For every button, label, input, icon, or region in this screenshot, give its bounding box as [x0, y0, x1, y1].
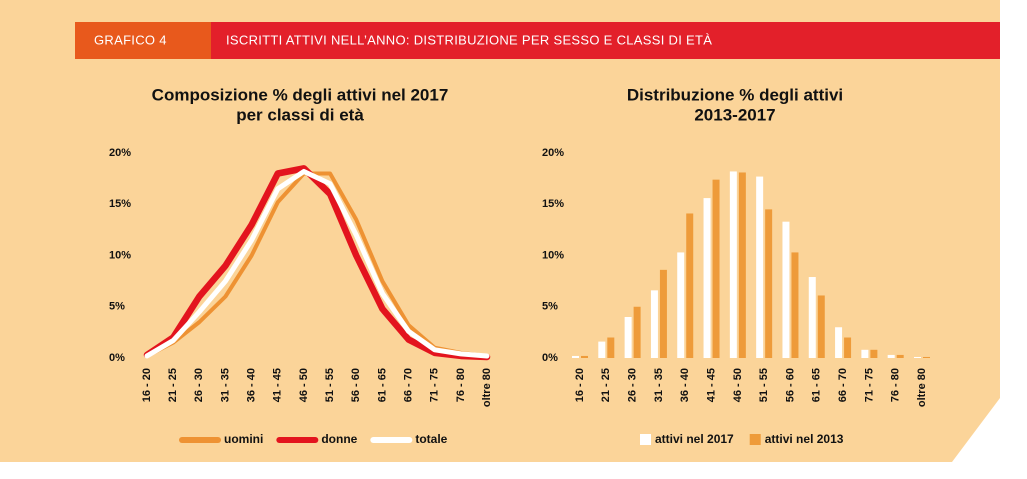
bar	[712, 179, 720, 358]
bar	[914, 356, 921, 358]
header-label-box	[75, 22, 211, 59]
x-tick-label: 71 - 75	[429, 368, 441, 402]
x-tick-label: oltre 80	[916, 368, 928, 407]
bar	[686, 213, 694, 358]
bar	[870, 349, 878, 358]
x-tick-label: 46 - 50	[732, 368, 744, 402]
series-line	[144, 168, 490, 359]
bar	[817, 295, 825, 358]
x-tick-label: 36 - 40	[679, 368, 691, 402]
legend-swatch	[749, 434, 761, 445]
bar	[765, 209, 773, 358]
chart-title: Composizione % degli attivi nel 2017	[152, 85, 449, 104]
bar	[572, 355, 579, 358]
chart-title: Distribuzione % degli attivi	[627, 85, 843, 104]
x-tick-label: 31 - 35	[219, 368, 231, 402]
y-tick-label: 15%	[542, 198, 564, 210]
chart-title: 2013-2017	[694, 105, 775, 124]
x-tick-label: 76 - 80	[455, 368, 467, 402]
x-tick-label: 51 - 55	[758, 368, 770, 402]
bar	[703, 198, 711, 358]
bar	[633, 306, 641, 358]
bar	[782, 221, 790, 358]
y-tick-label: 5%	[542, 301, 558, 313]
series-line	[143, 165, 491, 361]
x-tick-label: 56 - 60	[350, 368, 362, 402]
bar	[808, 277, 816, 358]
x-tick-label: 51 - 55	[324, 368, 336, 402]
legend-swatch	[640, 434, 651, 445]
x-tick-label: 41 - 45	[272, 368, 284, 402]
y-tick-label: 20%	[109, 147, 131, 159]
x-tick-label: 46 - 50	[298, 368, 310, 402]
legend-label: attivi nel 2013	[765, 432, 844, 446]
x-tick-label: 61 - 65	[376, 368, 388, 402]
x-tick-label: 21 - 25	[167, 368, 179, 402]
x-tick-label: 41 - 45	[705, 368, 717, 402]
legend-label: donne	[321, 432, 357, 446]
x-tick-label: 26 - 30	[193, 368, 205, 402]
x-tick-label: 71 - 75	[863, 368, 875, 402]
y-tick-label: 10%	[109, 249, 131, 261]
bar	[887, 354, 895, 358]
header-label: GRAFICO 4	[94, 32, 167, 47]
y-tick-label: 10%	[542, 249, 564, 261]
x-tick-label: 76 - 80	[890, 368, 902, 402]
bar	[677, 252, 685, 358]
bar	[607, 337, 615, 358]
bar	[659, 269, 667, 358]
x-tick-label: 26 - 30	[627, 368, 639, 402]
bar	[923, 356, 930, 358]
bar	[624, 317, 632, 358]
legend-label: uomini	[224, 432, 263, 446]
x-tick-label: 36 - 40	[246, 368, 258, 402]
bar	[581, 355, 588, 358]
bar	[844, 337, 852, 358]
x-tick-label: 66 - 70	[402, 368, 414, 402]
panel-background	[0, 0, 1000, 462]
bar	[791, 252, 799, 358]
x-tick-label: oltre 80	[481, 368, 493, 407]
y-tick-label: 20%	[542, 147, 564, 159]
bar	[738, 172, 746, 358]
bar	[835, 327, 843, 358]
x-tick-label: 66 - 70	[837, 368, 849, 402]
y-tick-label: 5%	[109, 301, 125, 313]
header-title: ISCRITTI ATTIVI NELL’ANNO: DISTRIBUZIONE…	[226, 32, 712, 47]
x-tick-label: 31 - 35	[653, 368, 665, 402]
legend-label: totale	[415, 432, 447, 446]
bar	[861, 349, 869, 358]
y-tick-label: 0%	[109, 352, 125, 364]
y-tick-label: 0%	[542, 352, 558, 364]
x-tick-label: 16 - 20	[574, 368, 586, 402]
bar	[729, 171, 737, 358]
header-title-box	[211, 22, 1000, 59]
chart-title: per classi di età	[236, 105, 364, 124]
bar	[896, 354, 904, 358]
bar	[598, 341, 606, 358]
x-tick-label: 56 - 60	[784, 368, 796, 402]
y-tick-label: 15%	[109, 198, 131, 210]
bar	[756, 176, 764, 358]
legend-label: attivi nel 2017	[655, 432, 734, 446]
x-tick-label: 21 - 25	[600, 368, 612, 402]
x-tick-label: 61 - 65	[811, 368, 823, 402]
bar	[650, 290, 658, 358]
x-tick-label: 16 - 20	[141, 368, 153, 402]
